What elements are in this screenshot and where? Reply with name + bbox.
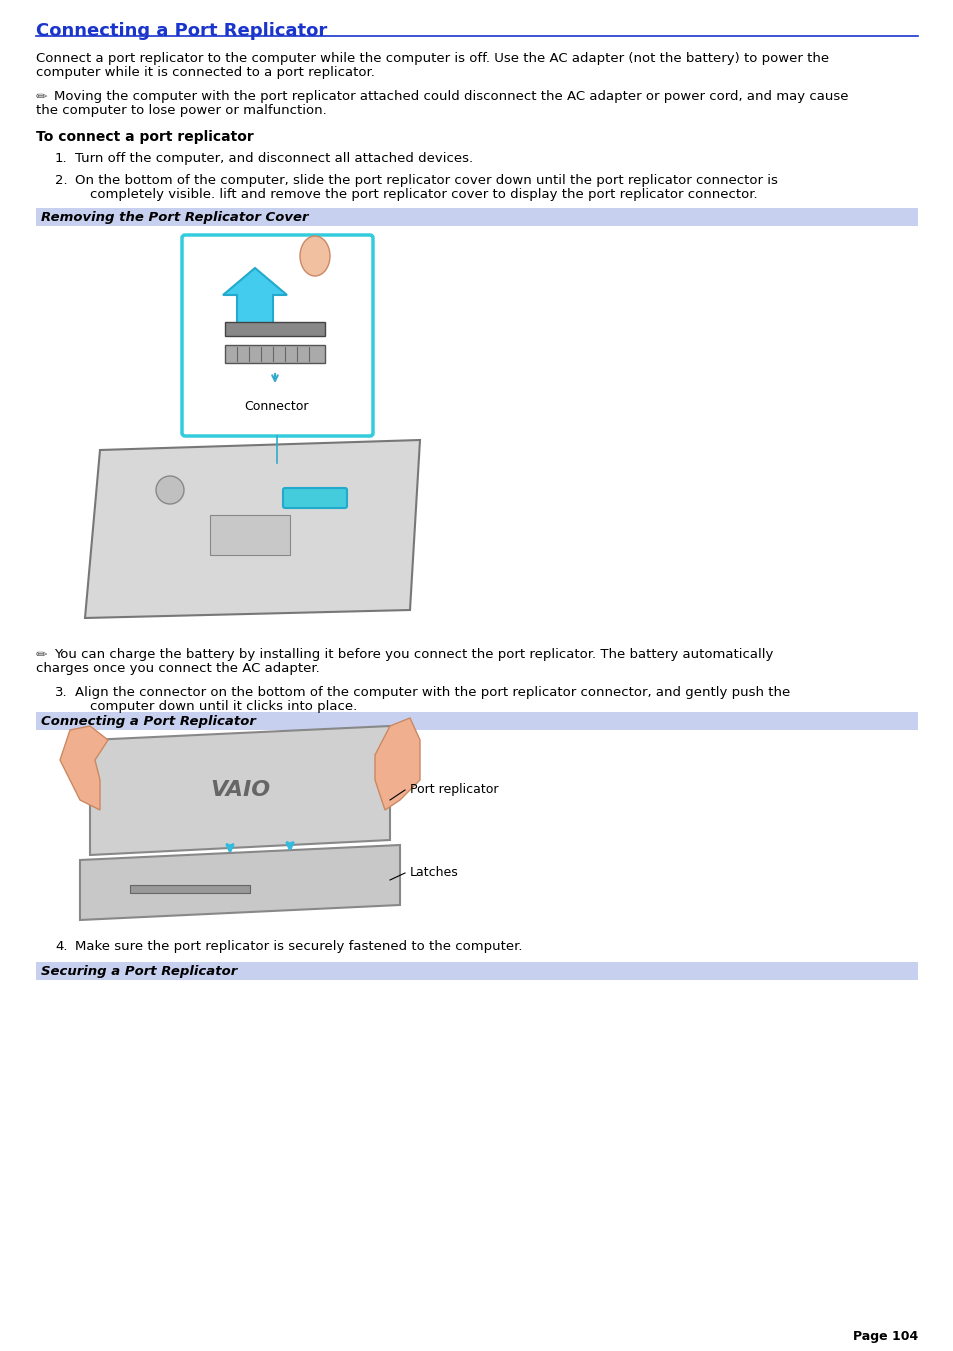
Bar [210, 515, 290, 555]
Text: To connect a port replicator: To connect a port replicator [36, 130, 253, 145]
Polygon shape [90, 725, 390, 855]
Text: ✏: ✏ [36, 648, 48, 662]
Polygon shape [375, 717, 419, 811]
Text: 1.: 1. [55, 153, 68, 165]
Bar [36, 712, 917, 730]
Bar [225, 345, 325, 363]
Ellipse shape [299, 236, 330, 276]
Bar [130, 885, 250, 893]
Polygon shape [223, 267, 287, 323]
Text: Turn off the computer, and disconnect all attached devices.: Turn off the computer, and disconnect al… [75, 153, 473, 165]
Text: ✏: ✏ [36, 91, 48, 104]
Text: Removing the Port Replicator Cover: Removing the Port Replicator Cover [41, 211, 308, 223]
Text: Page 104: Page 104 [852, 1329, 917, 1343]
Text: Latches: Latches [410, 866, 458, 880]
Text: computer while it is connected to a port replicator.: computer while it is connected to a port… [36, 66, 375, 78]
Text: Securing a Port Replicator: Securing a Port Replicator [41, 965, 237, 978]
Text: Connector: Connector [245, 400, 309, 413]
Text: completely visible. lift and remove the port replicator cover to display the por: completely visible. lift and remove the … [90, 188, 757, 201]
Text: 4.: 4. [55, 940, 68, 952]
Text: 2.: 2. [55, 174, 68, 186]
Text: Connecting a Port Replicator: Connecting a Port Replicator [36, 22, 327, 41]
Text: Make sure the port replicator is securely fastened to the computer.: Make sure the port replicator is securel… [75, 940, 522, 952]
Text: Moving the computer with the port replicator attached could disconnect the AC ad: Moving the computer with the port replic… [54, 91, 847, 103]
Bar [36, 962, 917, 979]
Text: Connect a port replicator to the computer while the computer is off. Use the AC : Connect a port replicator to the compute… [36, 51, 828, 65]
Polygon shape [80, 844, 399, 920]
Polygon shape [85, 440, 419, 617]
Text: Align the connector on the bottom of the computer with the port replicator conne: Align the connector on the bottom of the… [75, 686, 789, 698]
Text: Connecting a Port Replicator: Connecting a Port Replicator [41, 715, 255, 727]
Polygon shape [60, 725, 108, 811]
Text: computer down until it clicks into place.: computer down until it clicks into place… [90, 700, 356, 713]
Bar [36, 208, 917, 226]
FancyBboxPatch shape [182, 235, 373, 436]
Text: charges once you connect the AC adapter.: charges once you connect the AC adapter. [36, 662, 319, 676]
Text: On the bottom of the computer, slide the port replicator cover down until the po: On the bottom of the computer, slide the… [75, 174, 777, 186]
FancyBboxPatch shape [283, 488, 347, 508]
Text: You can charge the battery by installing it before you connect the port replicat: You can charge the battery by installing… [54, 648, 773, 661]
Text: Port replicator: Port replicator [410, 784, 498, 797]
Text: the computer to lose power or malfunction.: the computer to lose power or malfunctio… [36, 104, 327, 118]
Bar [225, 322, 325, 336]
Text: 3.: 3. [55, 686, 68, 698]
Text: VAIO: VAIO [210, 780, 270, 800]
Ellipse shape [156, 476, 184, 504]
